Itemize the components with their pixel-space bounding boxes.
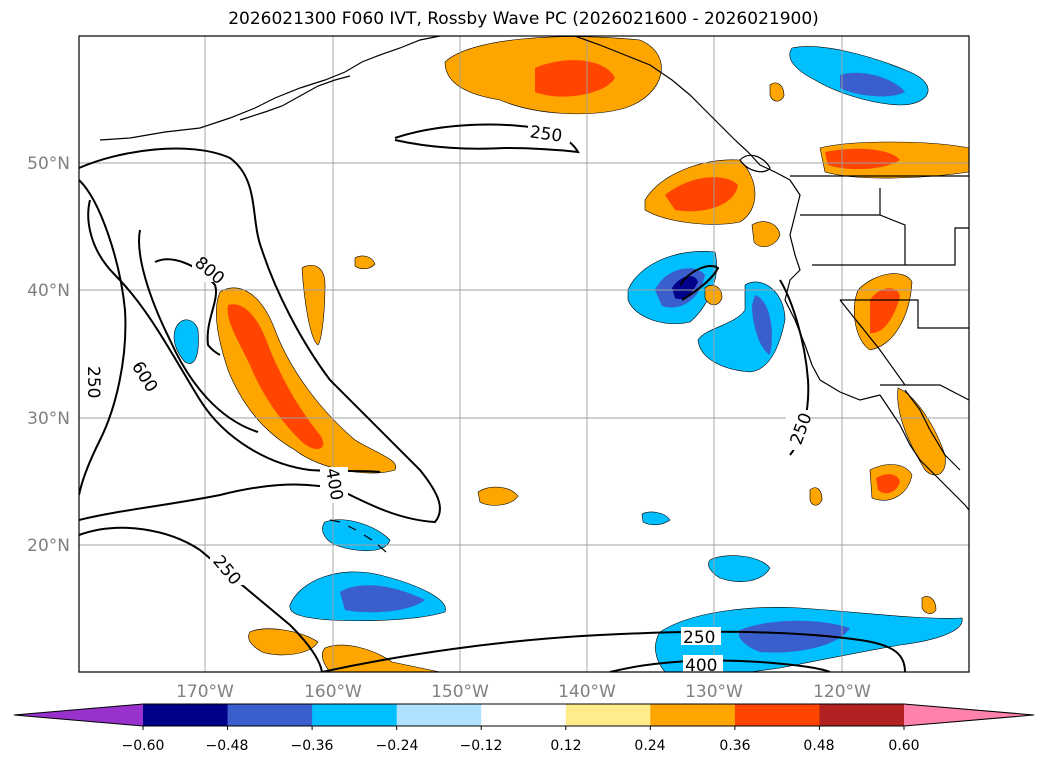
negative-anomaly-tropics-east-core [738, 620, 850, 653]
contour-250-outer-loop [79, 179, 127, 496]
gridlines [79, 36, 969, 672]
contour-label-250-gulf: 250 [529, 122, 564, 146]
negative-anomaly-subtropics-core [340, 585, 425, 613]
positive-anomaly-central-pacific-core [227, 304, 324, 450]
colorbar-tick: 0.24 [634, 738, 665, 754]
colorbar-tick: 0.12 [550, 738, 581, 754]
colorbar-segment [481, 704, 567, 726]
contour-label-250-west: 250 [83, 366, 103, 398]
contour-600 [138, 229, 259, 433]
contour-250-west [79, 147, 441, 524]
negative-anomaly-tropics-small [708, 555, 771, 582]
positive-anomaly-small-5 [809, 487, 823, 506]
positive-anomaly-small-2 [354, 255, 376, 270]
positive-anomaly-small-6 [769, 82, 785, 102]
colorbar-tick: −0.36 [291, 738, 334, 754]
colorbar-tick: −0.24 [376, 738, 419, 754]
contour-250-south-east [321, 630, 906, 672]
colorbar-segment [565, 704, 651, 726]
negative-anomaly-hawaii [322, 519, 391, 552]
lon-label-170w: 170°W [176, 682, 234, 702]
colorbar-segment [734, 704, 820, 726]
colorbar-extend-max [904, 704, 1034, 726]
positive-anomaly-baja-south-core [876, 474, 900, 494]
coastline-vancouver-island [739, 154, 771, 173]
lon-label-120w: 120°W [813, 682, 871, 702]
border-ca-nv [839, 299, 906, 386]
colorbar [13, 703, 1035, 730]
anomaly-shading [173, 36, 969, 672]
colorbar-tick-labels: −0.60 −0.48 −0.36 −0.24 −0.12 0.12 0.24 … [122, 738, 920, 754]
coastline-baja [879, 394, 969, 511]
colorbar-tick: −0.60 [122, 738, 165, 754]
colorbar-segment [819, 704, 905, 726]
colorbar-segment [396, 704, 482, 726]
negative-anomaly-canada-core [840, 72, 905, 97]
contour-label-250-bottom: 250 [683, 628, 715, 648]
contour-400-south [609, 659, 831, 672]
border-states-2 [879, 214, 906, 265]
coastline-hawaii [329, 519, 387, 553]
border-us-mexico [880, 384, 969, 401]
lat-label-30n: 30°N [27, 409, 70, 429]
negative-anomaly-california-core [752, 295, 772, 355]
positive-anomaly-baja [897, 387, 946, 476]
lon-label-140w: 140°W [558, 682, 616, 702]
positive-anomaly-gulf-alaska-core [535, 60, 615, 97]
lon-label-150w: 150°W [431, 682, 489, 702]
colorbar-tick: −0.12 [460, 738, 503, 754]
lon-label-160w: 160°W [304, 682, 362, 702]
coastline-alaska-aleutians [99, 36, 441, 141]
positive-anomaly-small-1 [477, 486, 519, 506]
contour-800 [154, 258, 221, 356]
longitude-labels: 170°W 160°W 150°W 140°W 130°W 120°W [176, 682, 871, 702]
colorbar-tick: 0.48 [803, 738, 834, 754]
border-states-3 [812, 227, 969, 266]
contour-label-400-bottom: 400 [685, 656, 717, 676]
coastline-alaska-aleutians-2 [239, 75, 351, 121]
colorbar-segment [312, 704, 398, 726]
positive-anomaly-small-3 [751, 221, 781, 248]
contour-250-gulf [394, 123, 580, 154]
colorbar-tick: 0.36 [719, 738, 750, 754]
colorbar-tick: −0.48 [206, 738, 249, 754]
colorbar-segment [143, 704, 229, 726]
contour-offshore-loop [679, 265, 720, 301]
coastline-gulf-alaska [574, 36, 881, 401]
lon-label-130w: 130°W [685, 682, 743, 702]
positive-anomaly-prairies-core [825, 148, 900, 170]
colorbar-segment [650, 704, 736, 726]
coastline-baja-inner [904, 389, 961, 471]
coastlines [99, 36, 969, 553]
lat-label-50n: 50°N [27, 154, 70, 174]
lat-label-40n: 40°N [27, 281, 70, 301]
latitude-labels: 50°N 40°N 30°N 20°N [27, 154, 70, 556]
contour-labels: 250 800 600 250 400 250 250 250 400 [82, 122, 817, 676]
map-frame [78, 35, 970, 673]
colorbar-tick: 0.60 [888, 738, 919, 754]
positive-anomaly-sliver [301, 265, 326, 346]
negative-anomaly-offshore-40n-max [672, 276, 698, 300]
border-states-4 [840, 299, 969, 329]
lat-label-20n: 20°N [27, 536, 70, 556]
positive-anomaly-offshore-bc-core [665, 177, 738, 212]
map-area: 250 800 600 250 400 250 250 250 400 [79, 36, 969, 676]
colorbar-extend-min [14, 704, 143, 726]
colorbar-segment [227, 704, 313, 726]
negative-anomaly-small-1 [641, 511, 671, 526]
negative-anomaly-170w [173, 319, 199, 364]
map-title: 2026021300 F060 IVT, Rossby Wave PC (202… [228, 9, 819, 29]
positive-anomaly-small-7 [921, 596, 937, 614]
